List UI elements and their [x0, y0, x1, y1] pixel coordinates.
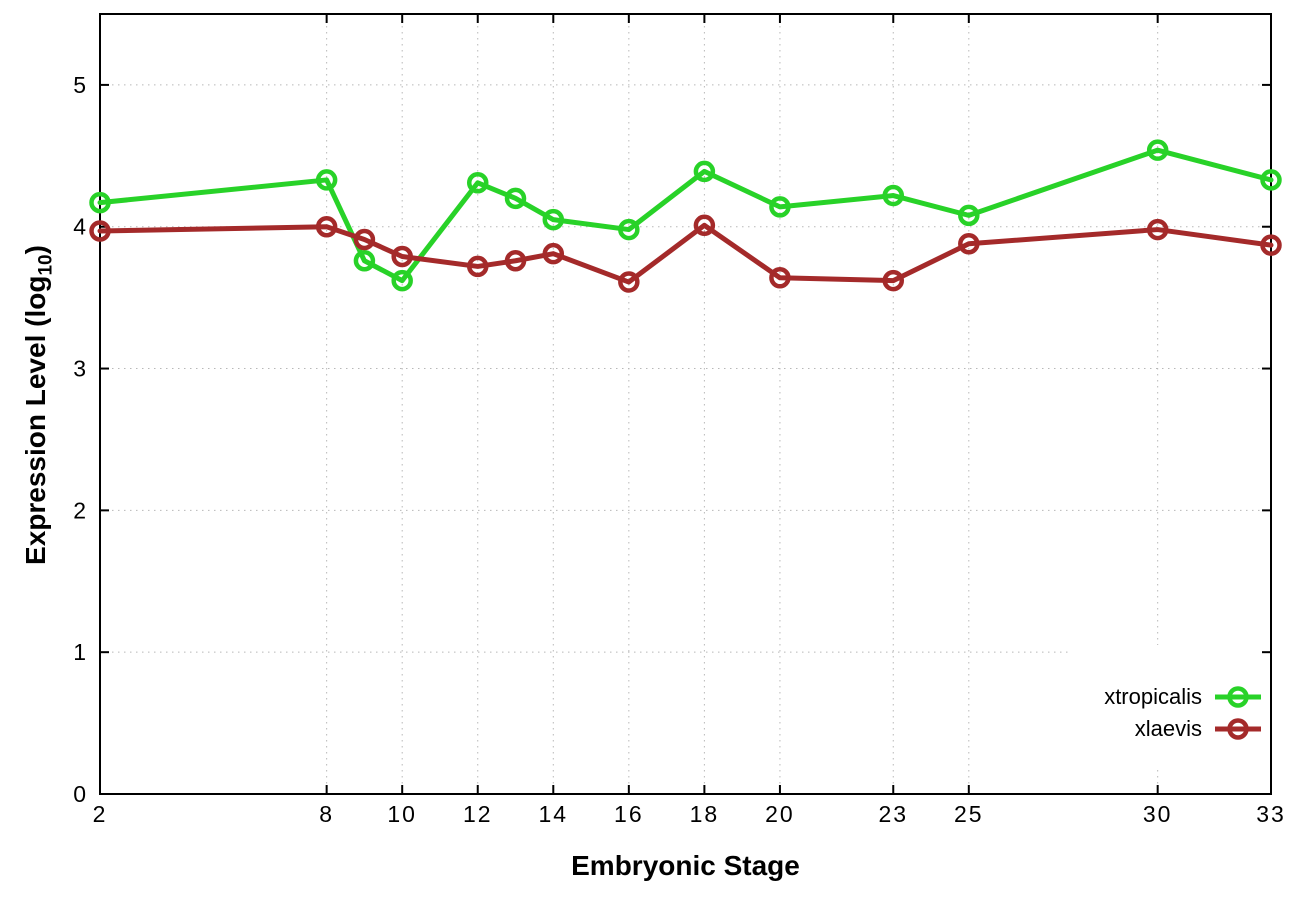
x-tick-label: 18 [690, 801, 720, 827]
data-point-xlaevis [769, 267, 791, 289]
data-point-xtropicalis [769, 196, 791, 218]
y-axis-title-suffix: ) [20, 245, 51, 255]
data-point-xlaevis [693, 214, 716, 237]
data-point-xlaevis [466, 255, 489, 278]
legend-label-xtropicalis: xtropicalis [1104, 684, 1202, 709]
data-point-xlaevis [315, 215, 338, 238]
data-point-xtropicalis [391, 269, 413, 292]
y-tick-label: 5 [73, 72, 86, 98]
legend: xtropicalis xlaevis [1104, 684, 1262, 742]
y-tick-label: 0 [73, 781, 86, 807]
x-tick-label: 2 [93, 801, 108, 827]
data-point-xtropicalis [1260, 169, 1282, 191]
x-tick-label: 12 [463, 801, 493, 827]
data-point-xlaevis [958, 232, 980, 255]
data-point-xlaevis [1146, 218, 1169, 241]
plot-border [99, 13, 1272, 795]
data-point-xlaevis [391, 245, 413, 268]
x-axis-title: Embryonic Stage [571, 850, 800, 881]
data-point-xlaevis [618, 271, 640, 293]
data-point-xtropicalis [882, 184, 905, 207]
legend-label-xlaevis: xlaevis [1134, 716, 1202, 741]
legend-item-xtropicalis: xtropicalis [1104, 684, 1262, 710]
data-point-xtropicalis [542, 208, 565, 231]
data-point-xtropicalis [504, 187, 527, 210]
x-tick-label: 23 [878, 801, 908, 827]
series-line-xlaevis [97, 222, 1274, 285]
series-line-xtropicalis [97, 147, 1274, 284]
x-tick-label: 16 [614, 801, 644, 827]
x-tick-label: 25 [954, 801, 984, 827]
legend-item-xlaevis: xlaevis [1104, 716, 1262, 742]
data-point-xtropicalis [1146, 139, 1169, 161]
y-tick-label: 3 [73, 356, 86, 382]
data-point-xtropicalis [353, 250, 376, 272]
data-point-xlaevis [89, 220, 111, 242]
x-tick-label: 30 [1143, 801, 1173, 827]
data-point-xlaevis [353, 228, 376, 251]
y-axis-title: Expression Level (log10) [20, 105, 57, 705]
data-point-xtropicalis [618, 218, 640, 241]
data-point-xtropicalis [466, 172, 489, 194]
data-point-xtropicalis [315, 169, 338, 191]
x-tick-label: 10 [387, 801, 417, 827]
data-point-xtropicalis [89, 191, 111, 214]
y-axis-title-subscript: 10 [35, 254, 57, 276]
data-point-xlaevis [882, 269, 905, 292]
x-tick-label: 20 [765, 801, 795, 827]
y-tick-label: 4 [73, 214, 86, 240]
y-tick-label: 2 [73, 497, 86, 523]
data-point-xlaevis [1260, 234, 1282, 256]
data-point-xtropicalis [958, 204, 980, 227]
data-point-xlaevis [504, 250, 527, 272]
data-point-xtropicalis [693, 160, 716, 183]
x-tick-label: 33 [1256, 801, 1286, 827]
data-point-xlaevis [542, 242, 565, 265]
legend-marker-xlaevis [1215, 718, 1261, 740]
y-tick-label: 1 [73, 639, 86, 665]
x-tick-label: 8 [319, 801, 334, 827]
legend-marker-xtropicalis [1215, 686, 1261, 708]
y-axis-title-prefix: Expression Level (log [20, 275, 51, 565]
x-tick-label: 14 [538, 801, 568, 827]
